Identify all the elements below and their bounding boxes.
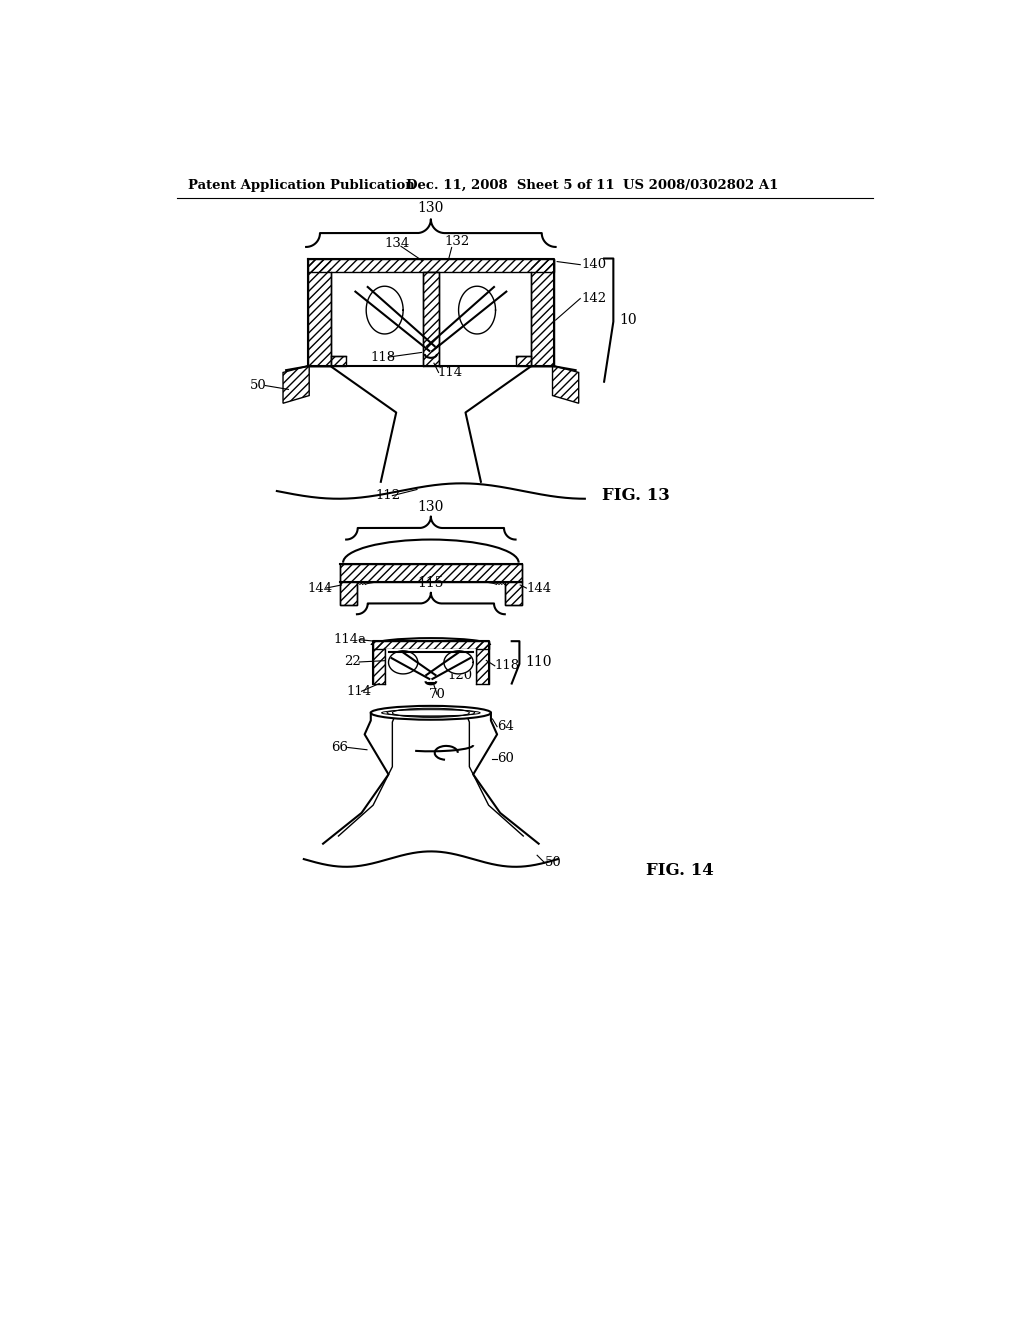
Bar: [346, 272, 515, 355]
Polygon shape: [553, 366, 579, 404]
Text: Dec. 11, 2008  Sheet 5 of 11: Dec. 11, 2008 Sheet 5 of 11: [407, 178, 614, 191]
Bar: [531, 259, 554, 367]
Bar: [340, 582, 357, 605]
Text: US 2008/0302802 A1: US 2008/0302802 A1: [624, 178, 778, 191]
Bar: [531, 259, 554, 367]
Bar: [307, 259, 331, 367]
Bar: [331, 355, 346, 367]
Ellipse shape: [371, 706, 490, 719]
Bar: [307, 259, 331, 367]
Text: 118: 118: [371, 351, 396, 363]
Text: 60: 60: [497, 752, 514, 766]
Text: 114a: 114a: [333, 634, 367, 647]
Text: 130: 130: [418, 201, 444, 215]
Bar: [307, 259, 554, 272]
Bar: [373, 642, 488, 649]
Bar: [340, 582, 357, 605]
Bar: [373, 642, 385, 684]
Bar: [373, 642, 385, 684]
Bar: [340, 564, 521, 582]
Text: 110: 110: [525, 655, 552, 669]
Bar: [505, 582, 521, 605]
Text: 115: 115: [418, 576, 444, 590]
Text: 70: 70: [429, 688, 446, 701]
Polygon shape: [388, 651, 418, 675]
Text: FIG. 13: FIG. 13: [602, 487, 670, 504]
Polygon shape: [444, 651, 473, 675]
Text: 66: 66: [331, 741, 348, 754]
Bar: [515, 355, 531, 367]
Text: 140: 140: [581, 259, 606, 271]
Text: 112: 112: [376, 490, 400, 502]
Text: 120: 120: [447, 669, 473, 682]
Text: 114: 114: [437, 366, 462, 379]
Bar: [423, 272, 438, 367]
Bar: [331, 355, 346, 367]
Text: 114: 114: [346, 685, 372, 698]
Text: 50: 50: [250, 379, 266, 392]
Polygon shape: [283, 366, 309, 404]
Text: 64: 64: [497, 721, 514, 733]
Polygon shape: [459, 286, 496, 334]
Bar: [505, 582, 521, 605]
Bar: [340, 564, 521, 582]
Bar: [423, 272, 438, 367]
Polygon shape: [367, 286, 403, 334]
Text: 144: 144: [307, 582, 333, 594]
Bar: [373, 642, 488, 649]
Text: 118: 118: [495, 659, 520, 672]
Text: FIG. 14: FIG. 14: [646, 862, 714, 879]
Text: Patent Application Publication: Patent Application Publication: [188, 178, 415, 191]
Bar: [385, 649, 476, 684]
Text: 130: 130: [418, 500, 444, 515]
Bar: [476, 642, 488, 684]
Text: 50: 50: [545, 857, 561, 870]
Bar: [307, 259, 554, 272]
Bar: [515, 355, 531, 367]
Text: 134: 134: [385, 236, 410, 249]
Bar: [476, 642, 488, 684]
Text: 10: 10: [620, 313, 637, 327]
Text: 22: 22: [344, 656, 360, 668]
Text: 142: 142: [581, 292, 606, 305]
Text: 144: 144: [526, 582, 552, 594]
Text: 132: 132: [444, 235, 470, 248]
